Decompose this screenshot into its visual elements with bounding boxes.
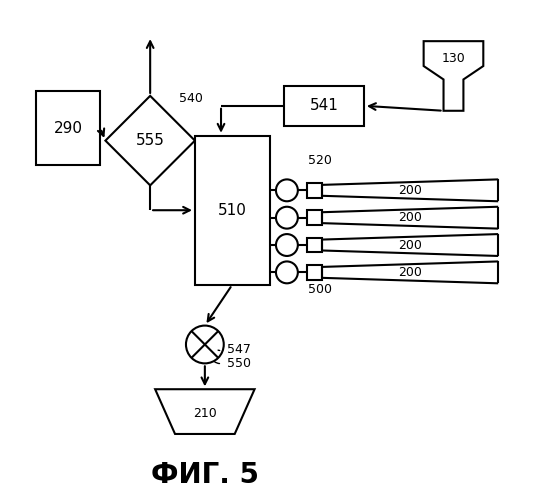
Text: 540: 540 (178, 92, 202, 105)
Polygon shape (106, 96, 195, 186)
Text: 200: 200 (398, 211, 422, 224)
Bar (195, 136, 270, 285)
Text: 210: 210 (193, 408, 217, 420)
Text: 200: 200 (398, 184, 422, 197)
Circle shape (276, 206, 298, 229)
Text: 550: 550 (227, 357, 251, 370)
Bar (36, 91, 100, 166)
Text: 290: 290 (53, 120, 82, 136)
Text: 500: 500 (308, 284, 332, 296)
Text: ФИГ. 5: ФИГ. 5 (151, 460, 259, 488)
Polygon shape (424, 41, 483, 111)
Text: 200: 200 (398, 266, 422, 279)
Text: 541: 541 (310, 98, 338, 114)
Circle shape (276, 180, 298, 202)
Bar (307, 210, 322, 225)
Bar (307, 265, 322, 280)
Circle shape (276, 234, 298, 256)
Bar (307, 238, 322, 252)
Text: 200: 200 (398, 238, 422, 252)
Text: 555: 555 (136, 133, 164, 148)
Bar (307, 183, 322, 198)
Circle shape (276, 262, 298, 283)
Text: 130: 130 (441, 52, 465, 65)
Text: 510: 510 (218, 202, 247, 218)
Text: 520: 520 (308, 154, 332, 167)
Polygon shape (155, 389, 254, 434)
Circle shape (186, 326, 224, 364)
Text: 547: 547 (227, 343, 251, 356)
Bar (285, 86, 364, 126)
